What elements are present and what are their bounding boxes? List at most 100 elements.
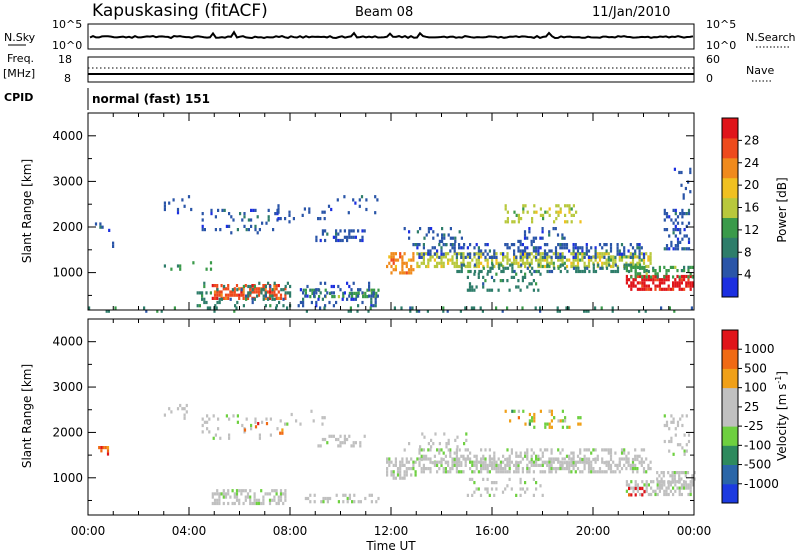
velocity-cell bbox=[464, 460, 467, 464]
power-cell bbox=[242, 287, 245, 291]
power-cell bbox=[665, 274, 668, 279]
power-cell bbox=[541, 227, 544, 231]
power-cell bbox=[431, 246, 434, 250]
velocity-cell bbox=[486, 490, 489, 494]
power-cell bbox=[227, 296, 230, 300]
velocity-cell bbox=[629, 467, 632, 471]
power-cell bbox=[608, 263, 611, 267]
power-cell bbox=[238, 296, 241, 300]
velocity-cell bbox=[508, 457, 511, 461]
power-cell bbox=[273, 293, 276, 297]
velocity-cell bbox=[442, 457, 445, 462]
power-cell bbox=[401, 264, 404, 269]
velocity-cell bbox=[235, 498, 239, 502]
power-cell bbox=[524, 255, 527, 259]
power-cell bbox=[443, 233, 446, 237]
power-cell bbox=[623, 263, 626, 267]
velocity-cell bbox=[515, 467, 518, 471]
velocity-cell bbox=[449, 451, 452, 455]
velocity-cell bbox=[238, 498, 241, 502]
power-cell bbox=[552, 264, 555, 269]
velocity-cell bbox=[392, 476, 395, 480]
power-cell bbox=[674, 284, 677, 288]
power-cell bbox=[680, 278, 683, 282]
power-cell bbox=[607, 258, 610, 262]
power-cell bbox=[447, 258, 450, 262]
noise-panel-frame bbox=[87, 23, 695, 50]
power-cell bbox=[273, 287, 276, 291]
velocity-cell bbox=[557, 448, 560, 452]
power-cell bbox=[689, 170, 692, 175]
velocity-cell bbox=[473, 463, 476, 467]
power-cell bbox=[405, 261, 408, 265]
velocity-cell bbox=[683, 433, 686, 437]
velocity-cell bbox=[689, 492, 692, 497]
velocity-cell bbox=[222, 501, 225, 506]
power-cell bbox=[506, 217, 509, 221]
power-cell bbox=[107, 309, 110, 313]
x-tick-label: 00:00 bbox=[71, 524, 106, 538]
velocity-cell bbox=[244, 498, 247, 502]
power-cell bbox=[652, 281, 655, 285]
power-cell bbox=[245, 228, 248, 232]
velocity-cell bbox=[554, 470, 558, 474]
power-cell bbox=[302, 297, 305, 301]
power-cell bbox=[509, 263, 512, 267]
velocity-cell bbox=[585, 457, 588, 461]
velocity-cell bbox=[451, 463, 454, 467]
power-cell bbox=[517, 249, 520, 253]
power-cell bbox=[464, 306, 467, 310]
power-cell bbox=[493, 264, 496, 269]
power-cell bbox=[548, 207, 551, 211]
power-cell bbox=[587, 264, 591, 269]
velocity-cell bbox=[471, 477, 474, 481]
power-cell bbox=[458, 230, 461, 234]
power-cell bbox=[533, 210, 536, 214]
power-cell bbox=[352, 198, 355, 202]
power-cell bbox=[565, 246, 569, 250]
velocity-cell bbox=[656, 471, 659, 475]
power-cell bbox=[303, 207, 306, 211]
velocity-cell bbox=[438, 451, 441, 455]
power-cell bbox=[689, 281, 692, 285]
power-cell bbox=[221, 208, 224, 212]
velocity-cell bbox=[645, 470, 648, 474]
power-cell bbox=[475, 252, 478, 256]
power-cell bbox=[247, 284, 250, 289]
velocity-cell bbox=[539, 457, 542, 461]
velocity-cell bbox=[370, 500, 373, 504]
power-cell bbox=[561, 233, 564, 237]
power-cell bbox=[530, 258, 533, 262]
velocity-cell bbox=[689, 483, 692, 487]
power-cell bbox=[460, 255, 463, 259]
power-cell bbox=[271, 294, 274, 298]
power-cell bbox=[275, 296, 278, 300]
power-cell bbox=[570, 220, 573, 224]
velocity-cell bbox=[568, 454, 571, 458]
power-cell bbox=[449, 249, 452, 253]
power-cell bbox=[241, 218, 244, 222]
velocity-cell bbox=[561, 467, 564, 471]
power-cell bbox=[289, 294, 292, 298]
velocity-cell bbox=[473, 454, 476, 458]
power-cell bbox=[557, 266, 560, 270]
velocity-cell bbox=[386, 470, 389, 474]
power-cell bbox=[612, 261, 615, 265]
velocity-cell bbox=[473, 490, 476, 494]
power-cell bbox=[670, 240, 673, 244]
power-cell bbox=[663, 218, 666, 222]
power-cell bbox=[594, 246, 597, 250]
velocity-cell bbox=[455, 461, 458, 465]
power-cell bbox=[587, 309, 590, 313]
power-cell bbox=[522, 204, 525, 208]
velocity-cell bbox=[335, 437, 338, 442]
power-cell bbox=[422, 243, 425, 247]
power-cell bbox=[267, 215, 270, 219]
power-cell bbox=[420, 252, 423, 256]
velocity-cell bbox=[420, 457, 423, 462]
power-cell bbox=[511, 269, 514, 274]
power-cell bbox=[245, 294, 248, 298]
velocity-cell bbox=[601, 470, 604, 474]
power-cell bbox=[273, 297, 276, 301]
